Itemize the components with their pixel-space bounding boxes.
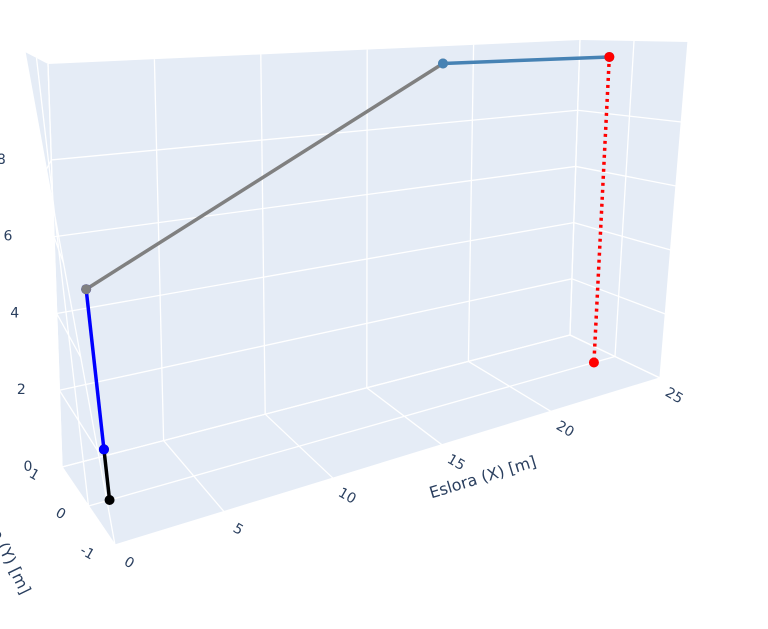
point-marker	[604, 51, 615, 62]
grid-line	[24, 51, 116, 546]
x-axis-title: Eslora (X) [m]	[427, 452, 538, 503]
grid-line	[35, 57, 90, 507]
data-marks	[81, 51, 615, 506]
tick-label: 25	[662, 385, 685, 408]
tick-label: 2	[17, 382, 26, 398]
grid-line	[569, 334, 661, 379]
tick-label: 5	[230, 520, 246, 538]
tick-label: 0	[24, 459, 33, 475]
grid-line	[56, 221, 574, 315]
grid-line	[467, 44, 475, 362]
grid-line	[153, 59, 165, 441]
grid-line	[53, 236, 65, 264]
grid-line	[45, 159, 52, 170]
point-marker	[98, 444, 109, 455]
grid-line	[114, 377, 661, 546]
line-series	[592, 56, 612, 363]
grid-line	[569, 39, 581, 336]
point-marker	[81, 284, 92, 295]
grid-line	[575, 165, 677, 187]
line-series	[85, 62, 444, 291]
grid-line	[61, 334, 571, 468]
grid-line	[51, 109, 578, 161]
grid	[24, 39, 689, 546]
grid-line	[61, 466, 116, 546]
line-series	[102, 449, 112, 501]
tick-label: 0	[121, 554, 137, 572]
grid-line	[88, 355, 616, 507]
grid-line	[53, 165, 576, 238]
tick-label: 4	[10, 305, 19, 321]
line-series	[84, 289, 106, 450]
side-wall	[570, 40, 688, 378]
grid-line	[56, 313, 82, 358]
grid-line	[260, 54, 266, 415]
line-series	[442, 55, 610, 66]
grid-line	[47, 63, 63, 468]
tick-label: 6	[4, 229, 13, 245]
point-marker	[104, 495, 115, 506]
grid-line	[571, 278, 666, 315]
scene-walls	[25, 40, 688, 545]
back-wall	[48, 40, 580, 467]
grid-line	[614, 40, 635, 357]
grid-line	[659, 41, 689, 379]
tick-label: 20	[553, 418, 576, 441]
point-marker	[437, 58, 448, 69]
grid-line	[59, 278, 573, 391]
tick-label: 0	[53, 505, 69, 523]
grid-line	[577, 109, 682, 123]
tick-label: -1	[77, 543, 97, 564]
point-marker	[588, 357, 599, 368]
tick-label: 15	[444, 451, 467, 474]
y-axis-title: e (Y) [m]	[0, 526, 35, 598]
tick-label: 10	[335, 485, 358, 508]
grid-line	[58, 389, 99, 452]
grid-line	[573, 221, 671, 251]
tick-label: 8	[0, 152, 6, 168]
